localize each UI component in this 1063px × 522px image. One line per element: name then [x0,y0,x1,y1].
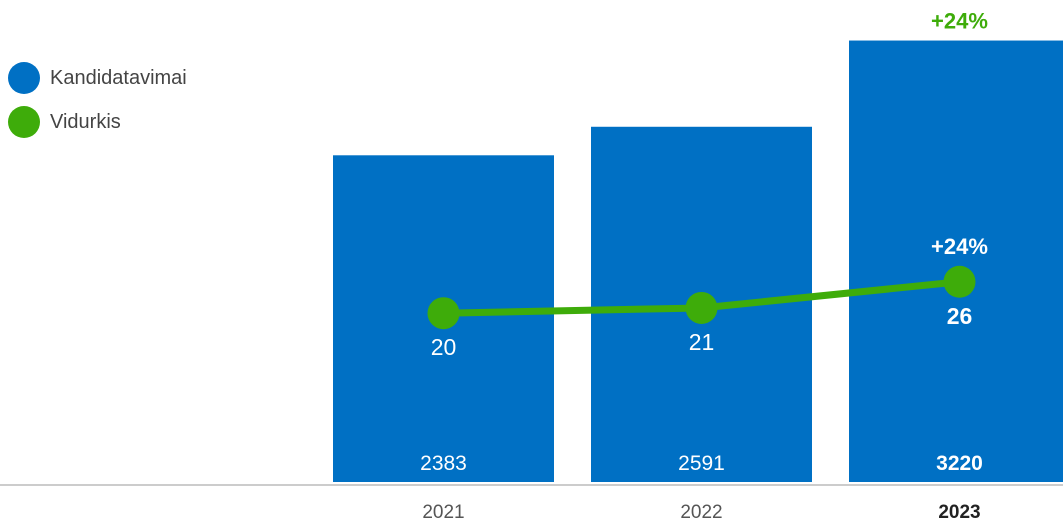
change-annotation-line-2023: +24% [931,234,988,259]
legend-swatch-kandidatavimai [8,62,40,94]
bar-value-label-2023: 3220 [936,452,983,475]
x-tick-label-2023: 2023 [938,502,980,522]
legend-swatch-vidurkis [8,106,40,138]
point-vidurkis-2022 [685,291,718,324]
bar-value-label-2021: 2383 [420,452,467,475]
x-tick-label-2022: 2022 [680,502,722,522]
point-value-label-2021: 20 [431,334,457,360]
legend: Kandidatavimai Vidurkis [8,62,187,154]
point-vidurkis-2021 [427,297,460,330]
point-value-label-2022: 21 [689,329,715,355]
x-tick-label-2021: 2021 [422,502,464,522]
bar-2023 [849,40,1063,483]
point-vidurkis-2023 [943,265,976,298]
point-value-label-2023: 26 [947,303,973,329]
legend-item-kandidatavimai: Kandidatavimai [8,62,187,94]
legend-label-vidurkis: Vidurkis [50,110,121,133]
legend-item-vidurkis: Vidurkis [8,106,187,138]
legend-label-kandidatavimai: Kandidatavimai [50,66,187,89]
change-annotation-bar-2023: +24% [931,9,988,34]
bar-value-label-2022: 2591 [678,452,725,475]
